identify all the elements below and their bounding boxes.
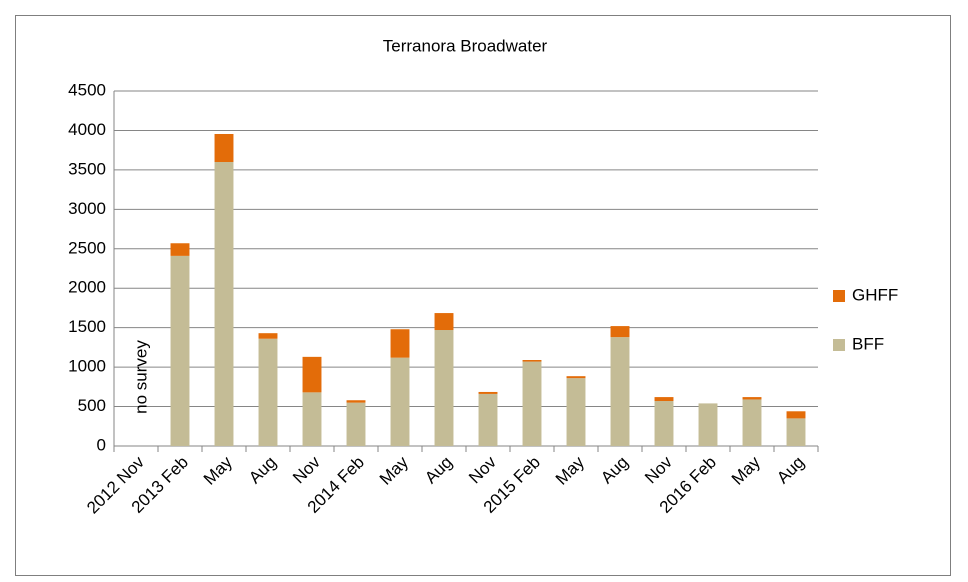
bar: [346, 400, 366, 403]
y-tick-label: 1000: [68, 357, 106, 376]
bar: [786, 418, 806, 446]
bar: [390, 357, 410, 446]
bar: [786, 411, 806, 419]
bar: [214, 162, 234, 446]
bar: [346, 402, 366, 446]
legend-swatch: [833, 290, 845, 302]
y-tick-label: 1500: [68, 317, 106, 336]
y-tick-label: 3000: [68, 199, 106, 218]
legend-label: GHFF: [852, 285, 898, 304]
bar: [566, 376, 586, 379]
bar: [566, 378, 586, 446]
legend-swatch: [833, 339, 845, 351]
legend-label: BFF: [852, 334, 884, 353]
bar: [698, 403, 718, 446]
bar: [654, 397, 674, 402]
y-tick-label: 2000: [68, 278, 106, 297]
bar: [302, 356, 322, 393]
bar: [170, 243, 190, 256]
bar: [522, 361, 542, 446]
bar: [610, 337, 630, 446]
y-tick-label: 4000: [68, 120, 106, 139]
bar: [434, 330, 454, 446]
bar: [258, 333, 278, 339]
y-tick-label: 2500: [68, 238, 106, 257]
bar: [610, 326, 630, 338]
bar: [434, 313, 454, 331]
y-tick-label: 4500: [68, 80, 106, 99]
bar: [654, 401, 674, 446]
chart-title: Terranora Broadwater: [383, 36, 548, 55]
bar: [478, 393, 498, 446]
bar: [214, 133, 234, 162]
bar: [302, 392, 322, 446]
y-tick-label: 500: [78, 396, 106, 415]
bar: [258, 338, 278, 446]
bar: [170, 255, 190, 446]
y-tick-label: 3500: [68, 159, 106, 178]
bar: [742, 399, 762, 446]
annotation: no survey: [131, 340, 150, 414]
bar: [522, 360, 542, 362]
bar: [742, 397, 762, 400]
bar: [390, 329, 410, 358]
bar: [478, 391, 498, 394]
y-tick-label: 0: [97, 435, 106, 454]
